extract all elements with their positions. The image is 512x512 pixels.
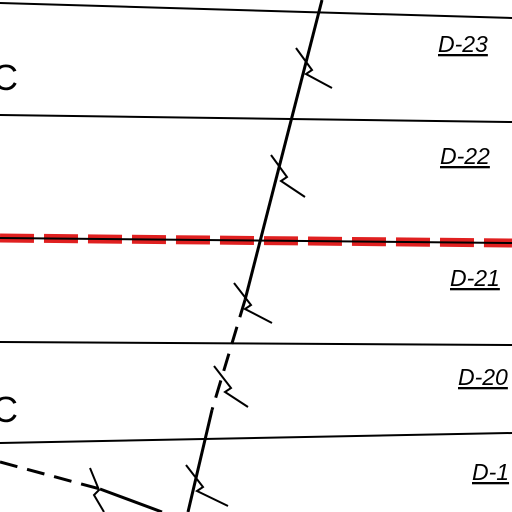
side-label: C: [0, 389, 18, 430]
zone-line: [0, 341, 512, 346]
fault-line-dashed: [210, 299, 247, 411]
side-label: C: [0, 57, 18, 98]
fault-line: [243, 0, 324, 301]
zone-label: D-22: [440, 143, 490, 169]
zone-line: [0, 432, 512, 444]
zone-label: D-23: [438, 31, 488, 57]
break-symbols: [89, 47, 333, 512]
fault-line: [186, 409, 214, 512]
zone-line: [0, 237, 512, 244]
zone-line: [0, 2, 512, 19]
zone-label: D-21: [450, 265, 500, 291]
zone-line: [0, 114, 512, 123]
zone-label: D-1: [472, 459, 509, 485]
branch-line: [99, 487, 163, 512]
zone-label: D-20: [458, 364, 508, 390]
branch-line-dashed: [0, 460, 101, 491]
